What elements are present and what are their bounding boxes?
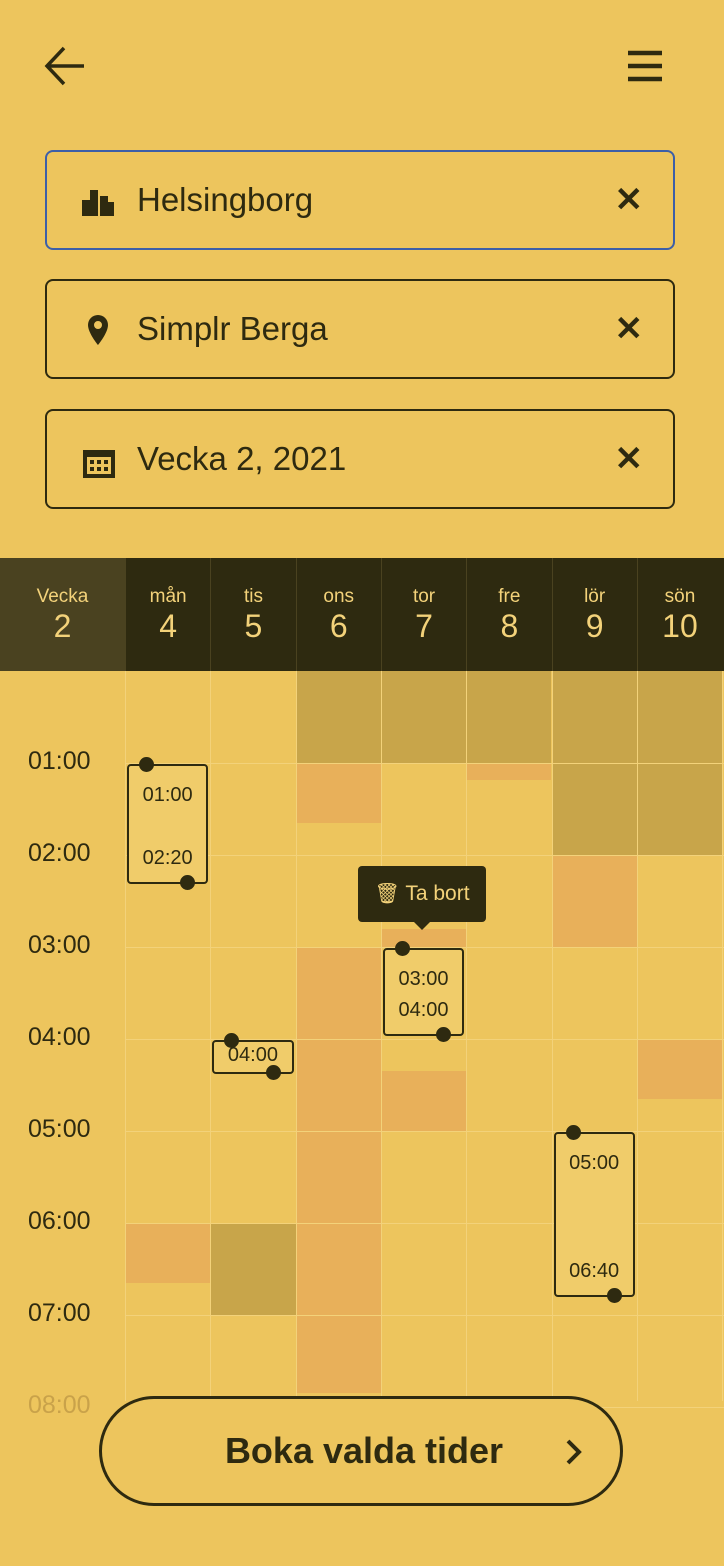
start-time: 03:00 <box>398 968 449 990</box>
time-label: 08:00 <box>28 1391 91 1419</box>
drag-handle <box>224 1033 240 1048</box>
calendar-grid: 01:00 02:00 03:00 04:00 05:00 06:00 07:00 08:00… <box>0 671 724 1419</box>
start-time: 01:00 <box>142 784 193 806</box>
time-label: 05:00 <box>28 1115 91 1143</box>
grid-line-h <box>125 1131 724 1132</box>
field-text: Simplr Berga <box>137 310 328 347</box>
day-cell: ons 6 <box>295 558 381 671</box>
grid-line-v <box>722 671 724 1401</box>
day-cell: mån 4 <box>125 558 210 671</box>
time-label: 04:00 <box>28 1023 91 1051</box>
blocked-slot <box>551 855 637 947</box>
calendar-icon <box>83 450 115 478</box>
day-date: 5 <box>244 608 263 644</box>
location-field[interactable]: Simplr Berga ✕ <box>45 279 675 379</box>
blocked-slot <box>380 1071 467 1131</box>
tooltip-arrow <box>414 922 430 930</box>
day-name: fre <box>498 586 521 607</box>
drag-handle <box>139 757 154 772</box>
drag-handle <box>394 941 410 956</box>
field-text: Vecka 2, 2021 <box>137 440 347 477</box>
day-cell: fre 8 <box>466 558 551 671</box>
day-date: 7 <box>415 608 433 644</box>
week-label: Vecka <box>36 586 89 607</box>
blocked-slot <box>295 763 381 823</box>
location-icon <box>88 315 108 345</box>
grid-line-h <box>125 1039 724 1040</box>
day-cell: sön 10 <box>636 558 722 671</box>
city-field[interactable]: Helsingborg ✕ <box>45 150 675 250</box>
end-time: 02:20 <box>142 846 193 869</box>
blocked-slot <box>380 928 467 947</box>
selected-slot[interactable]: 04:00 <box>212 1040 294 1075</box>
blocked-slot <box>636 1039 723 1099</box>
time-label: 02:00 <box>28 839 91 867</box>
chevron-icon <box>566 1439 582 1465</box>
blocked-slot <box>466 763 552 780</box>
drag-handle <box>606 1287 622 1303</box>
blocked-slot <box>125 1223 211 1283</box>
day-name: tis <box>243 586 263 607</box>
week-cell: Vecka 2 <box>0 558 125 671</box>
delete-tooltip[interactable]: 🗑 Ta bort <box>358 866 486 930</box>
blocked-slot <box>210 1223 296 1315</box>
drag-handle <box>265 1065 281 1081</box>
start-time: 04:00 <box>227 1044 278 1066</box>
day-date: 4 <box>159 608 178 644</box>
clear-button[interactable]: ✕ <box>614 310 644 348</box>
week-header: Vecka 2 mån 4 tis 5 ons 6 tor 7 fre 8 lör 9 sön 10 <box>0 558 724 671</box>
day-date: 6 <box>329 608 348 644</box>
grid-line-v <box>210 671 212 1401</box>
grid-line-h <box>125 947 724 948</box>
day-cell: lör 9 <box>551 558 637 671</box>
menu-button[interactable] <box>626 48 664 84</box>
week-number: 2 <box>53 608 72 644</box>
grid-line-h <box>125 855 724 856</box>
time-label: 01:00 <box>28 747 91 775</box>
field-text: Helsingborg <box>137 181 314 218</box>
day-date: 10 <box>662 608 698 644</box>
start-time: 05:00 <box>569 1152 620 1174</box>
selected-slot[interactable]: 01:00 02:20 <box>127 764 209 884</box>
grid-line-v <box>125 671 126 1401</box>
grid-line-h <box>125 763 724 764</box>
clear-button[interactable]: ✕ <box>614 181 644 219</box>
button-text: Boka valda tider <box>224 1430 504 1471</box>
grid-line-h <box>125 1315 724 1316</box>
book-button[interactable]: Boka valda tider <box>99 1396 623 1506</box>
day-name: tor <box>412 586 436 607</box>
day-name: mån <box>149 586 187 607</box>
blocked-slot <box>295 671 552 763</box>
grid-line-v <box>466 671 468 1401</box>
city-icon <box>82 190 114 216</box>
blocked-slot <box>295 947 381 1394</box>
drag-handle <box>565 1125 581 1140</box>
clear-button[interactable]: ✕ <box>614 440 644 478</box>
day-date: 8 <box>500 608 519 644</box>
grid-line-v <box>295 671 297 1401</box>
drag-handle <box>180 874 196 890</box>
day-name: ons <box>323 586 355 607</box>
grid-line-h <box>125 1223 724 1224</box>
day-date: 9 <box>585 608 604 644</box>
grid-line-v <box>636 671 638 1401</box>
grid-line-v <box>380 671 382 1401</box>
day-name: lör <box>584 586 606 607</box>
grid-line-v <box>551 671 553 1401</box>
day-cell: tis 5 <box>210 558 295 671</box>
back-button[interactable] <box>44 44 88 88</box>
time-label: 03:00 <box>28 931 91 959</box>
end-time: 06:40 <box>569 1259 620 1282</box>
time-label: 06:00 <box>28 1207 91 1235</box>
end-time: 04:00 <box>398 999 449 1022</box>
selected-slot[interactable]: 05:00 06:40 <box>553 1132 635 1297</box>
day-name: sön <box>664 586 696 607</box>
selected-slot[interactable]: 03:00 04:00 <box>382 948 465 1037</box>
day-cell: tor 7 <box>380 558 466 671</box>
tooltip-text: Ta bort <box>405 882 470 905</box>
week-field[interactable]: Vecka 2, 2021 ✕ <box>45 409 675 509</box>
drag-handle <box>436 1027 452 1043</box>
time-label: 07:00 <box>28 1299 91 1327</box>
